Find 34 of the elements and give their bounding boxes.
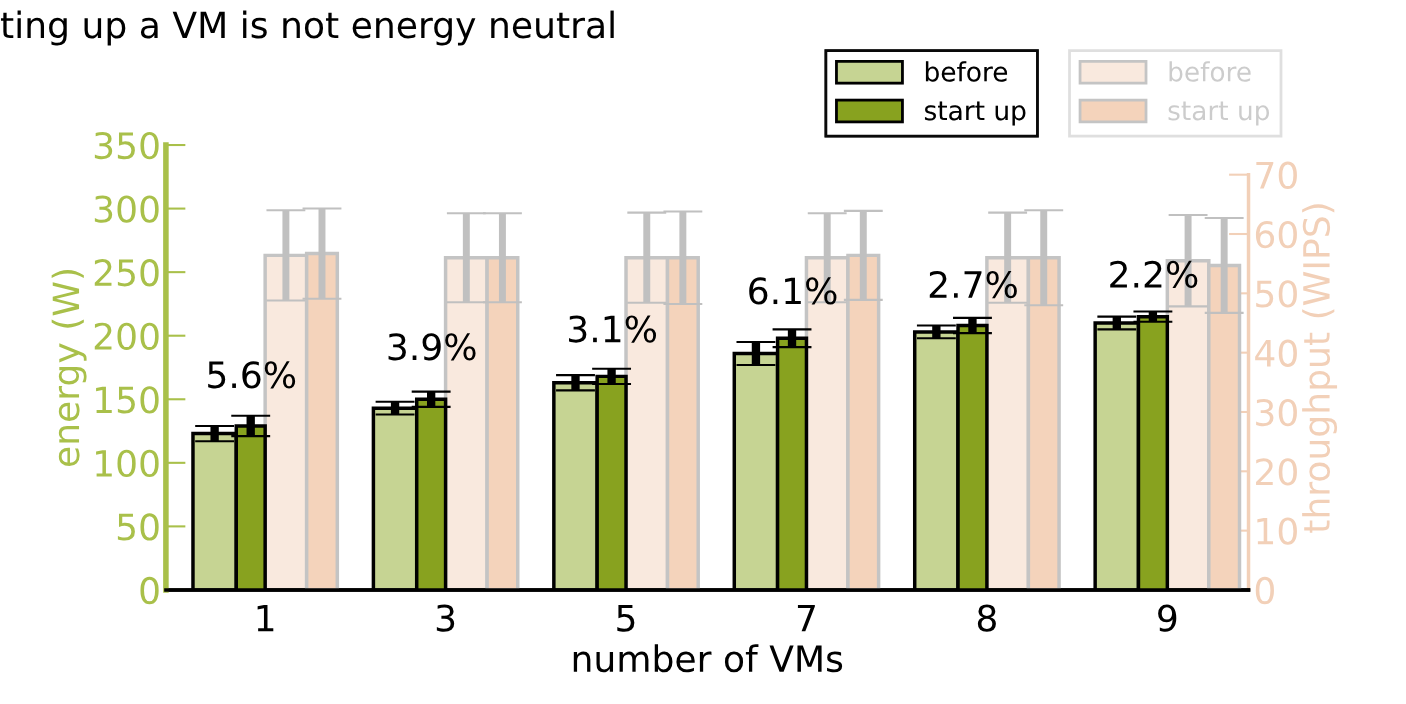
annotation: 3.1% (569, 315, 657, 343)
x-tick-label: 9 (1158, 604, 1177, 632)
y2-tick-label: 70 (1256, 161, 1297, 189)
y-axis-title: energy (W) (51, 270, 87, 467)
annotation: 2.2% (1110, 260, 1198, 289)
x-tick-label: 5 (617, 604, 635, 632)
y-tick-label: 200 (94, 322, 159, 350)
x-tick-label: 7 (797, 604, 815, 632)
y2-tick-label: 0 (1255, 576, 1274, 605)
y-tick-label: 300 (94, 195, 159, 223)
y2-tick-label: 10 (1257, 517, 1297, 545)
annotation: 5.6% (208, 361, 296, 389)
y-tick-label: 350 (94, 131, 159, 160)
y2-tick-label: 40 (1255, 339, 1297, 367)
annotation: 2.7% (929, 270, 1017, 299)
y2-tick-label: 30 (1256, 398, 1297, 427)
legend-label: before (925, 61, 1008, 82)
y2-tick-label: 20 (1256, 458, 1297, 486)
y-tick-label: 0 (140, 576, 159, 605)
x-tick-label: 1 (257, 604, 274, 632)
legend-label: start up (924, 101, 1026, 126)
y-tick-label: 100 (96, 449, 159, 478)
y2-tick-label: 60 (1255, 220, 1297, 249)
chart-title: ting up a VM is not energy neutral (0, 10, 614, 46)
y2-tick-label: 50 (1256, 280, 1297, 308)
annotation: 3.9% (388, 333, 476, 361)
y2-axis-title: throughput (WIPS) (1302, 204, 1338, 533)
x-axis-title: number of VMs (573, 644, 843, 673)
annotation: 6.1% (749, 277, 837, 305)
x-tick-label: 3 (436, 604, 455, 632)
y-tick-label: 250 (94, 259, 159, 287)
y-tick-label: 50 (117, 513, 159, 541)
x-tick-label: 8 (977, 604, 996, 632)
y-tick-label: 150 (96, 386, 159, 414)
